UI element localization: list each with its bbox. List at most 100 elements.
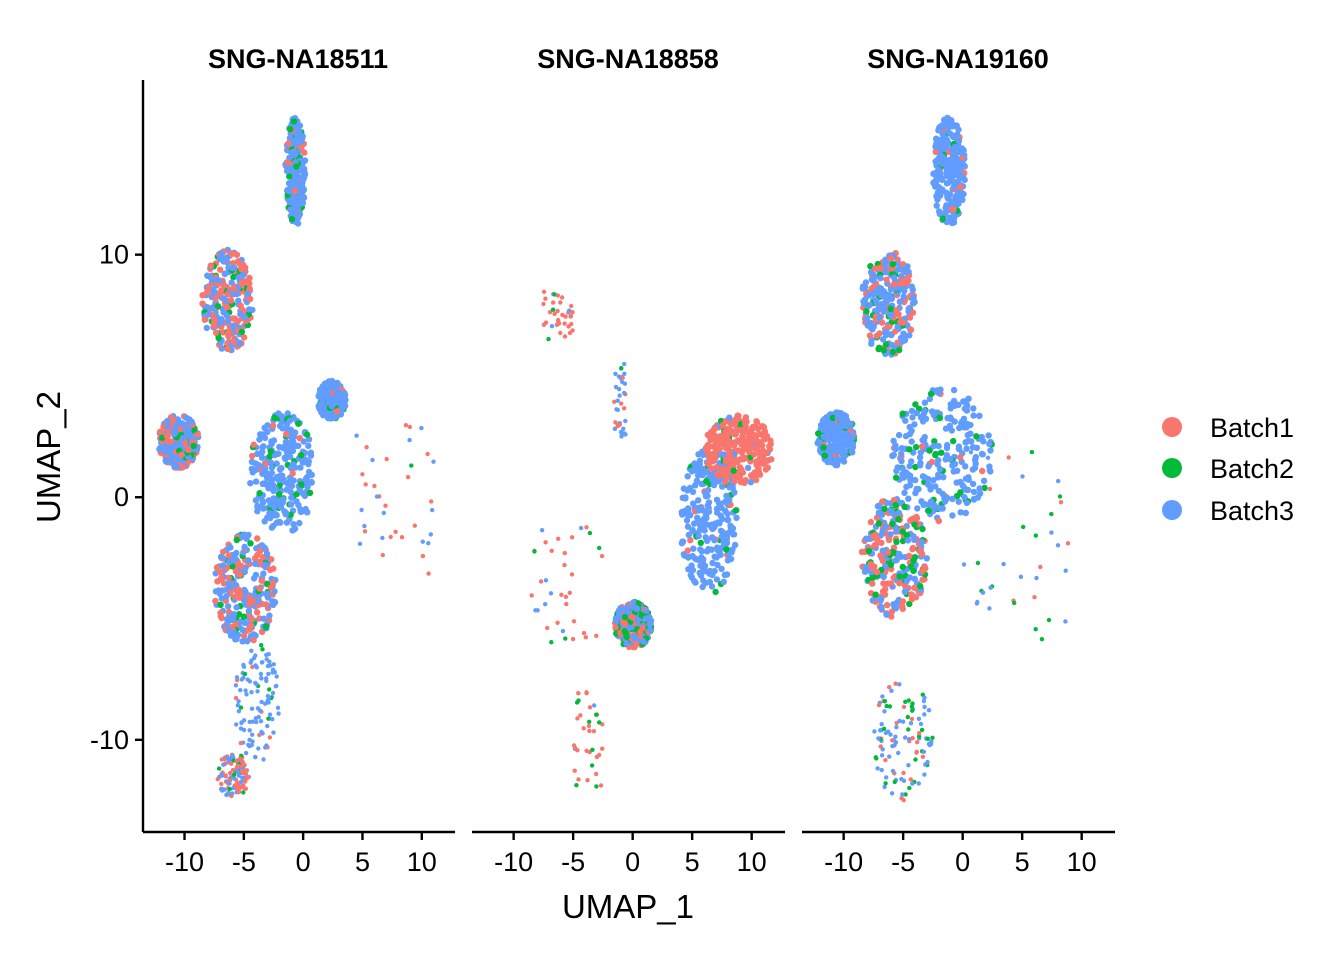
point-batch2 <box>256 490 263 497</box>
point-batch3 <box>249 742 254 748</box>
point-batch3 <box>906 574 914 581</box>
point-batch3 <box>914 505 921 512</box>
point-batch3 <box>1001 561 1006 567</box>
point-batch3 <box>252 478 260 485</box>
point-batch3 <box>916 454 924 461</box>
point-batch1 <box>901 704 907 710</box>
point-batch2 <box>240 613 247 620</box>
point-batch1 <box>987 486 993 492</box>
point-batch3 <box>866 301 873 309</box>
point-batch3 <box>535 608 540 613</box>
point-batch3 <box>705 499 713 506</box>
point-batch3 <box>895 431 903 439</box>
point-batch1 <box>1065 541 1071 546</box>
point-batch3 <box>935 442 942 450</box>
point-batch2 <box>899 410 906 417</box>
point-batch1 <box>708 453 716 461</box>
point-batch3 <box>283 167 291 175</box>
point-batch3 <box>972 460 979 467</box>
point-batch1 <box>217 266 224 273</box>
point-batch3 <box>724 510 731 518</box>
point-batch3 <box>683 517 691 524</box>
point-batch3 <box>926 395 934 403</box>
point-batch1 <box>866 332 874 339</box>
point-batch3 <box>985 432 992 439</box>
point-batch3 <box>922 695 927 700</box>
point-batch3 <box>720 578 727 585</box>
point-batch3 <box>950 468 957 475</box>
point-batch3 <box>431 459 436 464</box>
point-batch2 <box>306 489 314 496</box>
point-batch1 <box>740 429 748 436</box>
point-batch1 <box>429 499 434 504</box>
point-batch3 <box>288 211 296 218</box>
point-batch3 <box>986 467 993 474</box>
point-batch3 <box>913 485 920 493</box>
point-batch3 <box>908 438 915 445</box>
labels-layer: SNG-NA18511 SNG-NA18858 SNG-NA19160 UMAP… <box>30 44 1097 925</box>
point-batch3 <box>988 585 993 590</box>
point-batch3 <box>917 449 924 456</box>
point-batch3 <box>693 556 701 563</box>
point-batch1 <box>878 539 885 546</box>
point-batch1 <box>918 551 926 558</box>
point-batch2 <box>903 699 908 704</box>
point-batch3 <box>718 565 725 573</box>
point-batch3 <box>964 420 971 428</box>
point-batch3 <box>221 762 226 767</box>
point-batch3 <box>261 757 266 762</box>
point-batch3 <box>887 754 892 759</box>
point-batch3 <box>838 420 845 428</box>
point-batch3 <box>252 655 257 661</box>
point-batch3 <box>949 495 956 503</box>
point-batch2 <box>217 601 224 608</box>
point-batch3 <box>232 776 237 781</box>
point-batch3 <box>706 567 714 575</box>
point-batch3 <box>276 422 284 430</box>
point-batch3 <box>642 615 649 623</box>
point-batch2 <box>889 261 897 268</box>
point-batch1 <box>882 586 889 593</box>
point-batch1 <box>563 594 569 599</box>
point-batch1 <box>241 783 246 788</box>
point-batch2 <box>916 734 922 739</box>
point-batch3 <box>250 732 255 737</box>
point-batch3 <box>254 508 261 515</box>
point-batch2 <box>563 636 568 641</box>
point-batch1 <box>253 609 261 616</box>
point-batch3 <box>939 143 946 151</box>
point-batch3 <box>705 508 713 515</box>
point-batch3 <box>261 434 269 442</box>
point-batch3 <box>909 414 916 421</box>
point-batch2 <box>930 735 935 740</box>
point-batch2 <box>881 505 888 512</box>
point-batch3 <box>875 766 880 771</box>
point-batch1 <box>615 423 620 429</box>
point-batch1 <box>598 783 604 788</box>
point-batch1 <box>921 563 928 571</box>
point-batch3 <box>890 743 895 749</box>
point-batch3 <box>985 455 991 460</box>
point-batch3 <box>228 279 235 286</box>
point-batch1 <box>720 438 728 445</box>
point-batch3 <box>939 176 946 184</box>
point-batch3 <box>876 736 881 741</box>
point-batch2 <box>882 341 890 348</box>
point-batch2 <box>574 783 579 788</box>
point-batch1 <box>920 754 926 759</box>
point-batch1 <box>909 716 915 722</box>
point-batch3 <box>354 433 359 438</box>
point-batch1 <box>363 482 368 487</box>
point-batch1 <box>562 550 567 556</box>
point-batch3 <box>922 772 927 777</box>
point-batch3 <box>962 509 969 517</box>
point-batch3 <box>619 431 625 436</box>
point-batch3 <box>1034 575 1039 581</box>
x-tick-label: 0 <box>955 847 970 877</box>
point-batch3 <box>287 206 294 213</box>
point-batch3 <box>235 297 242 304</box>
point-batch3 <box>226 544 234 551</box>
point-batch3 <box>916 781 921 786</box>
point-batch1 <box>543 540 548 545</box>
